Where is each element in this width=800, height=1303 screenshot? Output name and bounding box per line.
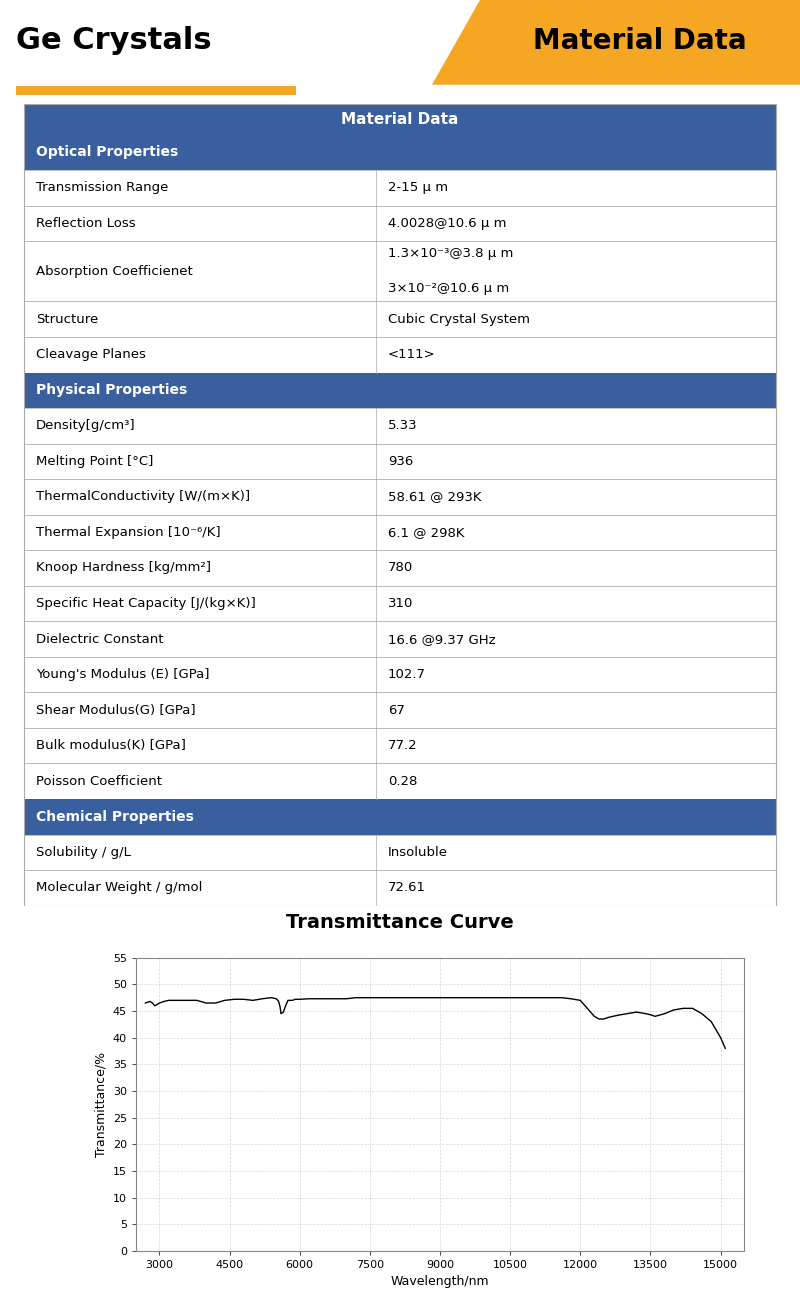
Bar <box>24 764 776 799</box>
Bar <box>24 206 776 241</box>
Text: 77.2: 77.2 <box>388 739 418 752</box>
Bar <box>24 373 776 408</box>
Bar <box>24 515 776 550</box>
Bar <box>24 550 776 586</box>
Text: Knoop Hardness [kg/mm²]: Knoop Hardness [kg/mm²] <box>36 562 211 575</box>
Y-axis label: Transmittance/%: Transmittance/% <box>94 1052 107 1157</box>
Text: 936: 936 <box>388 455 414 468</box>
Bar <box>24 241 776 301</box>
Bar <box>24 337 776 373</box>
Bar <box>24 834 776 870</box>
Text: 102.7: 102.7 <box>388 668 426 681</box>
Bar <box>24 480 776 515</box>
Polygon shape <box>432 0 800 85</box>
Text: 4.0028@10.6 μ m: 4.0028@10.6 μ m <box>388 216 506 229</box>
Bar <box>24 169 776 206</box>
Bar <box>24 408 776 443</box>
Text: Melting Point [°C]: Melting Point [°C] <box>36 455 154 468</box>
Text: 58.61 @ 293K: 58.61 @ 293K <box>388 490 482 503</box>
Text: Cleavage Planes: Cleavage Planes <box>36 348 146 361</box>
Bar <box>24 657 776 692</box>
Text: 72.61: 72.61 <box>388 881 426 894</box>
Bar <box>24 104 776 134</box>
Text: 1.3×10⁻³@3.8 μ m: 1.3×10⁻³@3.8 μ m <box>388 248 514 261</box>
Bar <box>24 301 776 337</box>
Text: Optical Properties: Optical Properties <box>36 145 178 159</box>
Text: Solubility / g/L: Solubility / g/L <box>36 846 131 859</box>
Text: Transmittance Curve: Transmittance Curve <box>286 912 514 932</box>
Text: Reflection Loss: Reflection Loss <box>36 216 136 229</box>
Text: 3×10⁻²@10.6 μ m: 3×10⁻²@10.6 μ m <box>388 281 510 294</box>
Bar <box>24 870 776 906</box>
Text: 5.33: 5.33 <box>388 420 418 433</box>
Text: Density[g/cm³]: Density[g/cm³] <box>36 420 136 433</box>
Text: 0.28: 0.28 <box>388 775 418 788</box>
Bar <box>24 728 776 764</box>
Text: 6.1 @ 298K: 6.1 @ 298K <box>388 526 465 539</box>
Text: Material Data: Material Data <box>533 26 747 55</box>
Text: 2-15 μ m: 2-15 μ m <box>388 181 448 194</box>
Bar <box>24 134 776 169</box>
Text: 780: 780 <box>388 562 414 575</box>
Text: Bulk modulus(K) [GPa]: Bulk modulus(K) [GPa] <box>36 739 186 752</box>
Text: Poisson Coefficient: Poisson Coefficient <box>36 775 162 788</box>
Text: 310: 310 <box>388 597 414 610</box>
Text: Structure: Structure <box>36 313 98 326</box>
X-axis label: Wavelength/nm: Wavelength/nm <box>390 1276 490 1289</box>
Text: Absorption Coefficienet: Absorption Coefficienet <box>36 265 193 278</box>
Text: Shear Modulus(G) [GPa]: Shear Modulus(G) [GPa] <box>36 704 196 717</box>
Text: Dielectric Constant: Dielectric Constant <box>36 632 163 645</box>
Text: <111>: <111> <box>388 348 436 361</box>
Bar <box>24 622 776 657</box>
Bar <box>24 799 776 834</box>
Text: Material Data: Material Data <box>342 112 458 126</box>
Text: Molecular Weight / g/mol: Molecular Weight / g/mol <box>36 881 202 894</box>
Text: Cubic Crystal System: Cubic Crystal System <box>388 313 530 326</box>
Text: Ge Crystals: Ge Crystals <box>16 26 212 55</box>
Text: 67: 67 <box>388 704 405 717</box>
Bar <box>16 86 296 95</box>
Text: Insoluble: Insoluble <box>388 846 448 859</box>
Text: Chemical Properties: Chemical Properties <box>36 809 194 823</box>
Text: Physical Properties: Physical Properties <box>36 383 187 397</box>
Text: Transmission Range: Transmission Range <box>36 181 168 194</box>
Bar <box>24 692 776 728</box>
Text: Young's Modulus (E) [GPa]: Young's Modulus (E) [GPa] <box>36 668 210 681</box>
Text: 16.6 @9.37 GHz: 16.6 @9.37 GHz <box>388 632 496 645</box>
Text: ThermalConductivity [W/(m×K)]: ThermalConductivity [W/(m×K)] <box>36 490 250 503</box>
Text: Specific Heat Capacity [J/(kg×K)]: Specific Heat Capacity [J/(kg×K)] <box>36 597 256 610</box>
Bar <box>24 443 776 480</box>
Text: Thermal Expansion [10⁻⁶/K]: Thermal Expansion [10⁻⁶/K] <box>36 526 221 539</box>
Bar <box>24 586 776 622</box>
